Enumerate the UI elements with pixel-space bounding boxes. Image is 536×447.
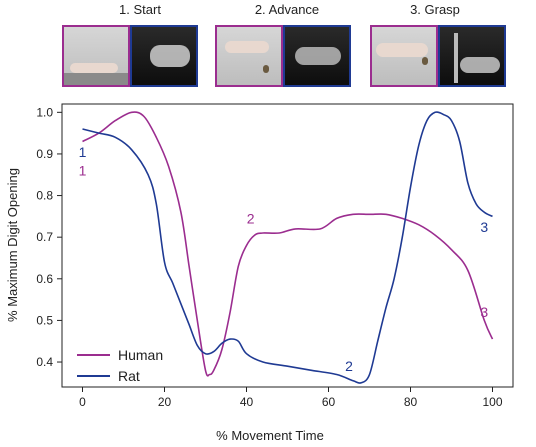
- rat-paw-photo: [130, 25, 198, 87]
- y-axis-label: % Maximum Digit Opening: [5, 168, 20, 322]
- phase-annotation-rat: 1: [79, 144, 87, 160]
- panel-label-start: 1. Start: [119, 2, 161, 17]
- y-tick-label: 0.4: [36, 355, 53, 369]
- annotations: 1 1 2 2 3 3: [79, 144, 489, 374]
- x-tick-label: 20: [158, 395, 172, 409]
- y-axis-ticks: 0.4 0.5 0.6 0.7 0.8 0.9 1.0: [36, 105, 62, 369]
- series-lines: [82, 111, 494, 384]
- panel-label-grasp: 3. Grasp: [410, 2, 460, 17]
- x-tick-label: 60: [322, 395, 336, 409]
- rat-paw-photo: [283, 25, 351, 87]
- plot-frame: [61, 103, 514, 388]
- y-tick-label: 0.7: [36, 230, 53, 244]
- phase-annotation-rat: 2: [345, 358, 353, 374]
- series-line-rat: [82, 111, 493, 384]
- y-tick-label: 0.6: [36, 272, 53, 286]
- legend: Human Rat: [77, 347, 163, 384]
- human-hand-photo: [215, 25, 283, 87]
- x-axis-ticks: 0 20 40 60 80 100: [79, 387, 503, 409]
- x-tick-label: 80: [404, 395, 418, 409]
- photo-panel-grasp: [370, 25, 506, 87]
- legend-label-human: Human: [118, 347, 163, 363]
- y-tick-label: 0.8: [36, 189, 53, 203]
- y-tick-label: 0.9: [36, 147, 53, 161]
- phase-annotation-human: 1: [79, 163, 87, 179]
- rat-paw-photo: [438, 25, 506, 87]
- x-tick-label: 0: [79, 395, 86, 409]
- y-tick-label: 0.5: [36, 313, 53, 327]
- y-tick-label: 1.0: [36, 105, 53, 119]
- phase-annotation-rat: 3: [480, 219, 488, 235]
- x-tick-label: 100: [482, 395, 502, 409]
- panel-label-advance: 2. Advance: [254, 2, 320, 17]
- legend-label-rat: Rat: [118, 368, 140, 384]
- photo-panel-advance: [215, 25, 351, 87]
- human-hand-photo: [370, 25, 438, 87]
- phase-annotation-human: 2: [247, 210, 255, 226]
- series-line-human: [82, 111, 494, 377]
- x-axis-label: % Movement Time: [216, 428, 324, 443]
- photo-panel-start: [62, 25, 198, 87]
- x-tick-label: 40: [240, 395, 254, 409]
- phase-annotation-human: 3: [480, 304, 488, 320]
- human-hand-photo: [62, 25, 130, 87]
